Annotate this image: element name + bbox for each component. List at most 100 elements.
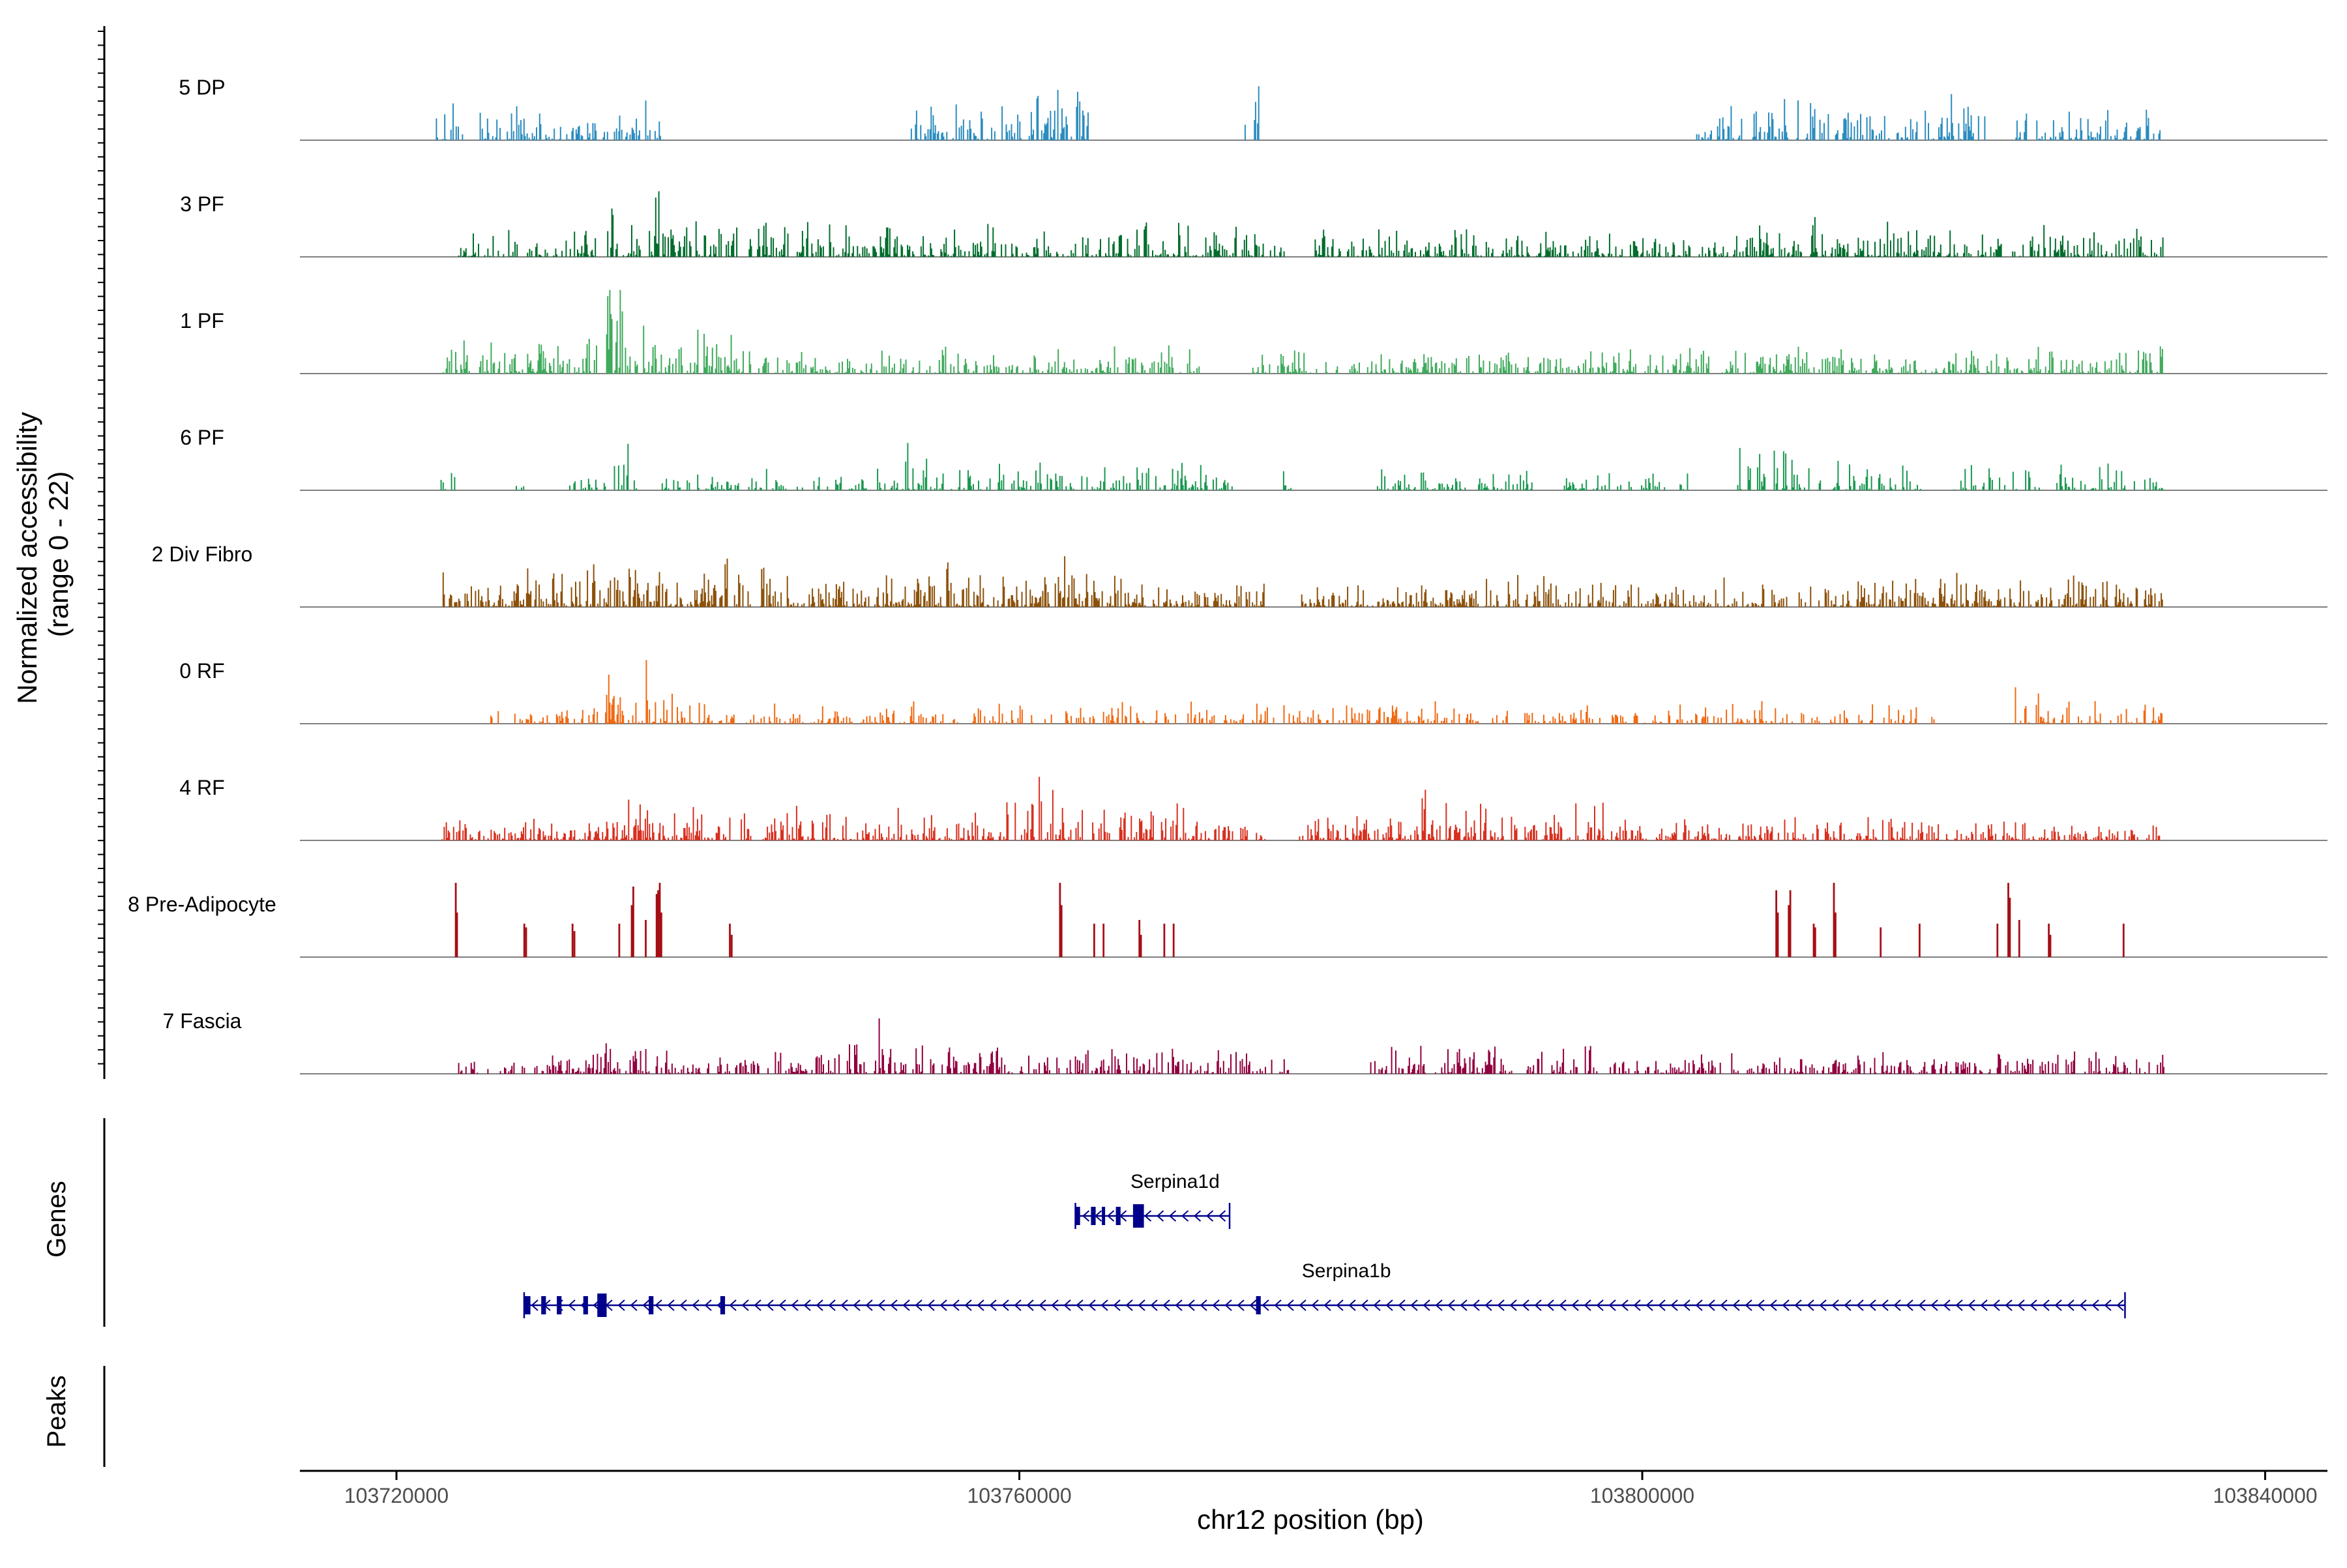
track-label: 3 PF: [180, 192, 224, 216]
coverage-bar: [454, 883, 457, 957]
coverage-bar: [571, 923, 574, 957]
coverage-bar: [2007, 883, 2009, 957]
coverage-bar: [525, 927, 527, 957]
track-1-pf: 1 PF: [180, 289, 2327, 374]
coverage-bar: [573, 931, 576, 957]
track-label: 7 Fascia: [163, 1009, 242, 1033]
coverage-bar: [630, 905, 633, 957]
exon: [1091, 1207, 1096, 1225]
coverage-bar: [660, 912, 662, 957]
track-label: 4 RF: [179, 776, 224, 799]
genes-panel: Genes Serpina1d Serpina1b: [42, 1171, 2126, 1318]
coverage-signal: [441, 777, 2161, 840]
coverage-bar: [632, 886, 634, 957]
coverage-bar: [1788, 905, 1790, 957]
peaks-panel-title: Peaks: [42, 1375, 71, 1447]
exon: [583, 1296, 588, 1314]
coverage-tracks: 5 DP 3 PF 1 PF 6 PF 2 Div Fibro 0 RF 4 RF 8 Pre…: [128, 76, 2327, 1074]
track-5-dp: 5 DP: [179, 76, 2327, 141]
exon: [1102, 1207, 1106, 1225]
strand-arrows: [531, 1299, 2124, 1311]
exon: [541, 1296, 546, 1314]
y-axis-title-line2: (range 0 - 22): [43, 471, 74, 637]
coverage-bar: [456, 912, 458, 957]
gene-serpina1b: Serpina1b: [523, 1260, 2126, 1318]
track-label: 6 PF: [180, 426, 224, 449]
x-tick-label: 103840000: [2213, 1484, 2317, 1507]
coverage-bar: [2018, 920, 2020, 957]
coverage-bar: [1102, 923, 1105, 957]
coverage-bar: [1833, 883, 1835, 957]
gene-label: Serpina1d: [1130, 1171, 1220, 1192]
x-tick-label: 103760000: [967, 1484, 1071, 1507]
coverage-bar: [1163, 923, 1166, 957]
track-label: 5 DP: [179, 76, 225, 99]
y-axis-title-line1: Normalized accessibility: [12, 412, 42, 704]
x-tick-label: 103800000: [1590, 1484, 1694, 1507]
coverage-bar: [1775, 890, 1777, 957]
x-tick-label: 103720000: [344, 1484, 449, 1507]
gene-label: Serpina1b: [1302, 1260, 1391, 1282]
coverage-bar: [658, 883, 661, 957]
left-axis: [98, 26, 106, 1467]
coverage-bar: [729, 923, 731, 957]
coverage-signal: [435, 86, 2161, 140]
coverage-bar: [1835, 912, 1837, 957]
x-axis: 103720000 103760000 103800000 103840000: [300, 1470, 2327, 1507]
track-0-rf: 0 RF: [179, 659, 2327, 724]
track-4-rf: 4 RF: [179, 776, 2327, 841]
track-label: 1 PF: [180, 309, 224, 333]
coverage-bar: [2049, 934, 2052, 957]
coverage-bar: [1138, 920, 1141, 957]
coverage-bar: [523, 923, 525, 957]
exon: [1075, 1207, 1080, 1225]
coverage-bar: [1880, 927, 1882, 957]
coverage-bar: [655, 894, 658, 957]
coverage-signal: [458, 1018, 2164, 1074]
genes-panel-title: Genes: [42, 1181, 71, 1258]
exon: [1132, 1204, 1144, 1228]
track-label: 8 Pre-Adipocyte: [128, 893, 276, 916]
coverage-bar: [1059, 883, 1061, 957]
coverage-signal: [490, 660, 2162, 724]
track-2-div-fibro: 2 Div Fibro: [152, 542, 2327, 608]
exon: [524, 1296, 531, 1314]
exon: [597, 1294, 607, 1317]
coverage-signal: [442, 556, 2163, 607]
track-8-pre-adipocyte: 8 Pre-Adipocyte: [128, 883, 2327, 958]
coverage-bar: [2048, 923, 2050, 957]
exon: [649, 1296, 654, 1314]
coverage-bar: [645, 920, 647, 957]
exon: [1115, 1207, 1121, 1225]
track-label: 2 Div Fibro: [152, 542, 253, 566]
y-axis-title: Normalized accessibility (range 0 - 22): [12, 404, 74, 704]
coverage-bar: [2009, 897, 2011, 957]
track-7-fascia: 7 Fascia: [163, 1009, 2327, 1074]
coverage-bar: [1812, 923, 1815, 957]
coverage-signal: [442, 289, 2163, 374]
coverage-bar: [730, 934, 733, 957]
coverage-bar: [657, 890, 659, 957]
gene-serpina1d: Serpina1d: [1074, 1171, 1231, 1229]
exon: [720, 1296, 726, 1314]
coverage-signal: [458, 191, 2164, 257]
exon: [1256, 1296, 1261, 1314]
peaks-panel: Peaks: [42, 1375, 71, 1447]
x-axis-title: chr12 position (bp): [1197, 1504, 1424, 1535]
coverage-bar: [618, 923, 621, 957]
coverage-bar: [1093, 923, 1095, 957]
coverage-bar: [1996, 923, 1999, 957]
coverage-bar: [2122, 923, 2125, 957]
coverage-signal: [440, 443, 2164, 490]
track-3-pf: 3 PF: [180, 191, 2327, 258]
exon: [557, 1296, 562, 1314]
coverage-bar: [1060, 905, 1063, 957]
coverage-bar: [1140, 934, 1142, 957]
coverage-bar: [1777, 912, 1779, 957]
coverage-bar: [1172, 923, 1175, 957]
track-6-pf: 6 PF: [180, 426, 2327, 491]
track-label: 0 RF: [179, 659, 224, 683]
coverage-bar: [1789, 890, 1792, 957]
